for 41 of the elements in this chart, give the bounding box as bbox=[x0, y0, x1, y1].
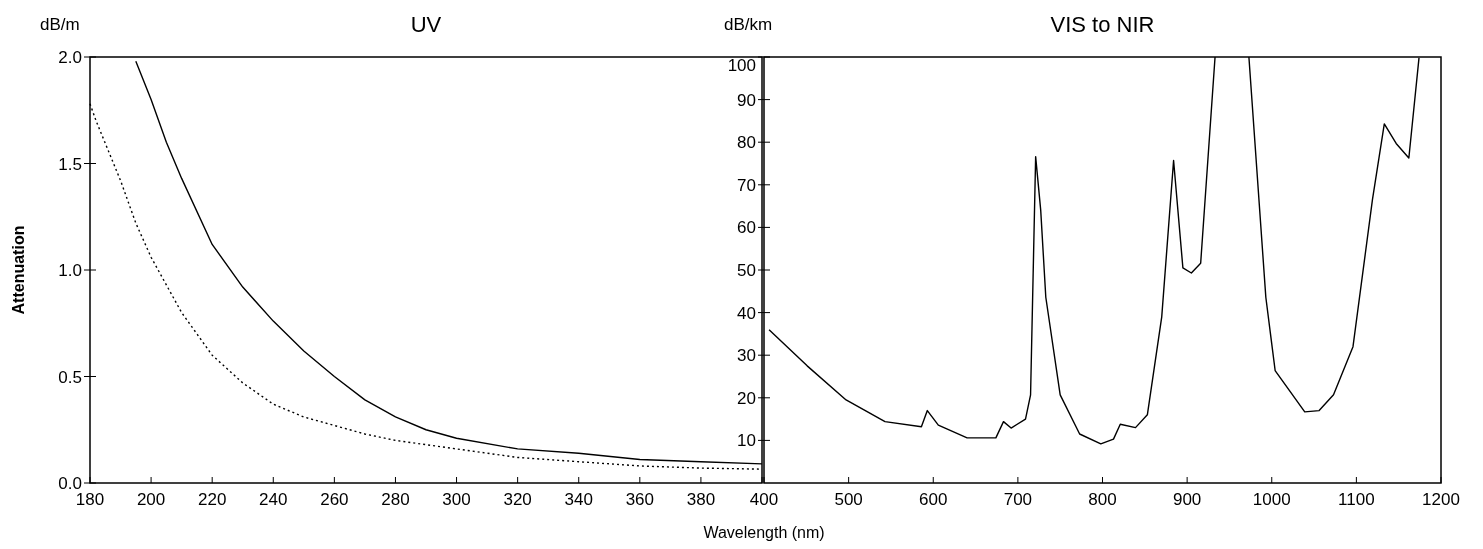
y-tick-label: 50 bbox=[737, 261, 756, 280]
x-tick-label: 360 bbox=[625, 490, 655, 509]
x-tick-label: 280 bbox=[381, 490, 410, 509]
y-tick-label: 90 bbox=[737, 90, 756, 110]
x-tick-label: 220 bbox=[197, 490, 227, 509]
y-tick-label: 100 bbox=[727, 56, 756, 75]
x-axis-title: Wavelength (nm) bbox=[703, 524, 825, 541]
x-tick-label: 400 bbox=[749, 490, 779, 509]
x-tick-label: 1200 bbox=[1422, 490, 1460, 509]
x-tick-label: 240 bbox=[259, 490, 288, 509]
y-tick-label: 1.0 bbox=[58, 261, 82, 280]
x-tick-label: 300 bbox=[442, 490, 471, 509]
y-tick-label: 70 bbox=[737, 175, 756, 195]
x-tick-label: 1000 bbox=[1252, 490, 1291, 509]
x-tick-label: 320 bbox=[503, 490, 532, 509]
x-tick-label: 600 bbox=[919, 490, 948, 509]
x-tick-label: 200 bbox=[136, 490, 166, 509]
x-tick-label: 340 bbox=[564, 490, 593, 509]
x-tick-label: 380 bbox=[686, 490, 716, 509]
x-tick-label: 500 bbox=[834, 490, 863, 509]
x-tick-label: 800 bbox=[1088, 490, 1117, 509]
x-tick-label: 180 bbox=[75, 490, 105, 509]
y-tick-label: 0.0 bbox=[58, 474, 82, 493]
y-tick-label: 40 bbox=[737, 303, 756, 323]
chart-title: VIS to NIR bbox=[1050, 12, 1155, 37]
y-tick-label: 30 bbox=[737, 346, 756, 366]
x-tick-label: 900 bbox=[1172, 490, 1202, 509]
x-tick-label: 700 bbox=[1003, 490, 1033, 509]
x-tick-label: 260 bbox=[320, 490, 349, 509]
chart-title: UV bbox=[410, 12, 442, 37]
y-tick-label: 1.5 bbox=[58, 154, 82, 174]
text: dB/km bbox=[724, 15, 773, 34]
y-tick-label: 10 bbox=[737, 431, 756, 451]
text: dB/m bbox=[40, 15, 80, 34]
y-axis-title: Attenuation bbox=[10, 225, 27, 315]
y-tick-label: 2.0 bbox=[58, 48, 82, 67]
y-tick-label: 0.5 bbox=[58, 367, 82, 387]
y-tick-label: 80 bbox=[737, 133, 756, 153]
y-tick-label: 60 bbox=[737, 218, 756, 238]
y-tick-label: 20 bbox=[737, 388, 756, 408]
x-tick-label: 1100 bbox=[1338, 490, 1375, 509]
